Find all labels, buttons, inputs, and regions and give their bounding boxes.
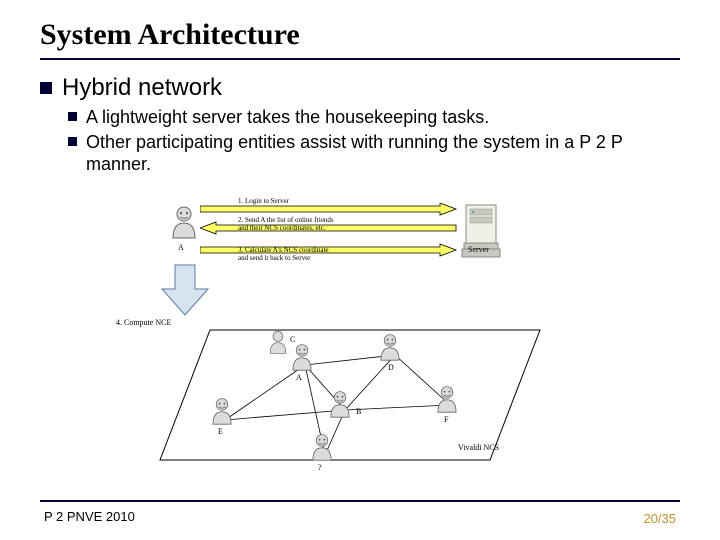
peer-b-label: B (356, 407, 361, 416)
peer-d-label: D (388, 363, 394, 372)
peer-a-label: A (296, 373, 302, 382)
person-top-a-label: A (178, 243, 184, 252)
footer-left-text: P 2 PNVE 2010 (44, 509, 135, 524)
step3-label: 3. Calculate A's NCS coordinate and send… (238, 247, 329, 262)
page-number: 20/35 (643, 511, 676, 526)
peer-a-icon (290, 343, 314, 371)
step3b-text: and send it back to Server (238, 254, 311, 262)
square-bullet-icon (68, 112, 77, 121)
peer-c-label: C (290, 335, 295, 344)
peer-q-icon (310, 433, 334, 461)
square-bullet-icon (40, 82, 52, 94)
square-bullet-icon (68, 137, 77, 146)
peer-b-icon (328, 390, 352, 418)
footer-divider (40, 500, 680, 502)
step1-label: 1. Login to Server (238, 198, 289, 206)
bullet-l2a: A lightweight server takes the housekeep… (68, 106, 680, 129)
page-title: System Architecture (40, 18, 680, 60)
peer-f-icon (435, 385, 459, 413)
step2-label: 2. Send A the list of online friends and… (238, 217, 334, 232)
peer-d-icon (378, 333, 402, 361)
peer-q-label: ? (318, 463, 322, 472)
bullet-l1: Hybrid network (40, 74, 680, 102)
body-text: Hybrid network A lightweight server take… (40, 74, 680, 176)
person-top-a-icon (170, 205, 198, 239)
architecture-diagram: A Server 1. Login to Server 2. Send A (110, 195, 590, 485)
peer-f-label: F (444, 415, 448, 424)
ncs-label: Vivaldi NCS (458, 443, 499, 452)
bullet-l2b-text: Other participating entities assist with… (86, 131, 680, 176)
server-label: Server (468, 245, 489, 254)
bullet-l2b: Other participating entities assist with… (68, 131, 680, 176)
peer-e-icon (210, 397, 234, 425)
step2b-text: and their NCS coordinates, etc. (238, 224, 325, 232)
bullet-l1-text: Hybrid network (62, 74, 222, 102)
peer-e-label: E (218, 427, 223, 436)
peer-c-icon (268, 330, 288, 354)
bullet-l2a-text: A lightweight server takes the housekeep… (86, 106, 489, 129)
